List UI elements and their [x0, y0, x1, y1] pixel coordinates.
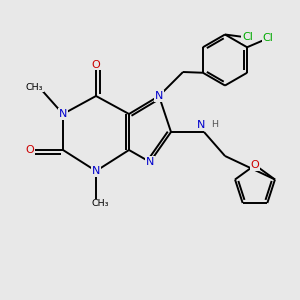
- Text: N: N: [146, 157, 154, 167]
- Text: N: N: [197, 119, 205, 130]
- Text: CH₃: CH₃: [26, 82, 43, 91]
- Text: O: O: [92, 59, 100, 70]
- Text: Cl: Cl: [242, 32, 253, 43]
- Text: O: O: [26, 145, 34, 155]
- Text: N: N: [59, 109, 67, 119]
- Text: H: H: [211, 120, 218, 129]
- Text: N: N: [155, 91, 163, 101]
- Text: CH₃: CH₃: [92, 200, 109, 208]
- Text: Cl: Cl: [262, 33, 274, 43]
- Text: N: N: [92, 166, 100, 176]
- Text: O: O: [250, 160, 260, 170]
